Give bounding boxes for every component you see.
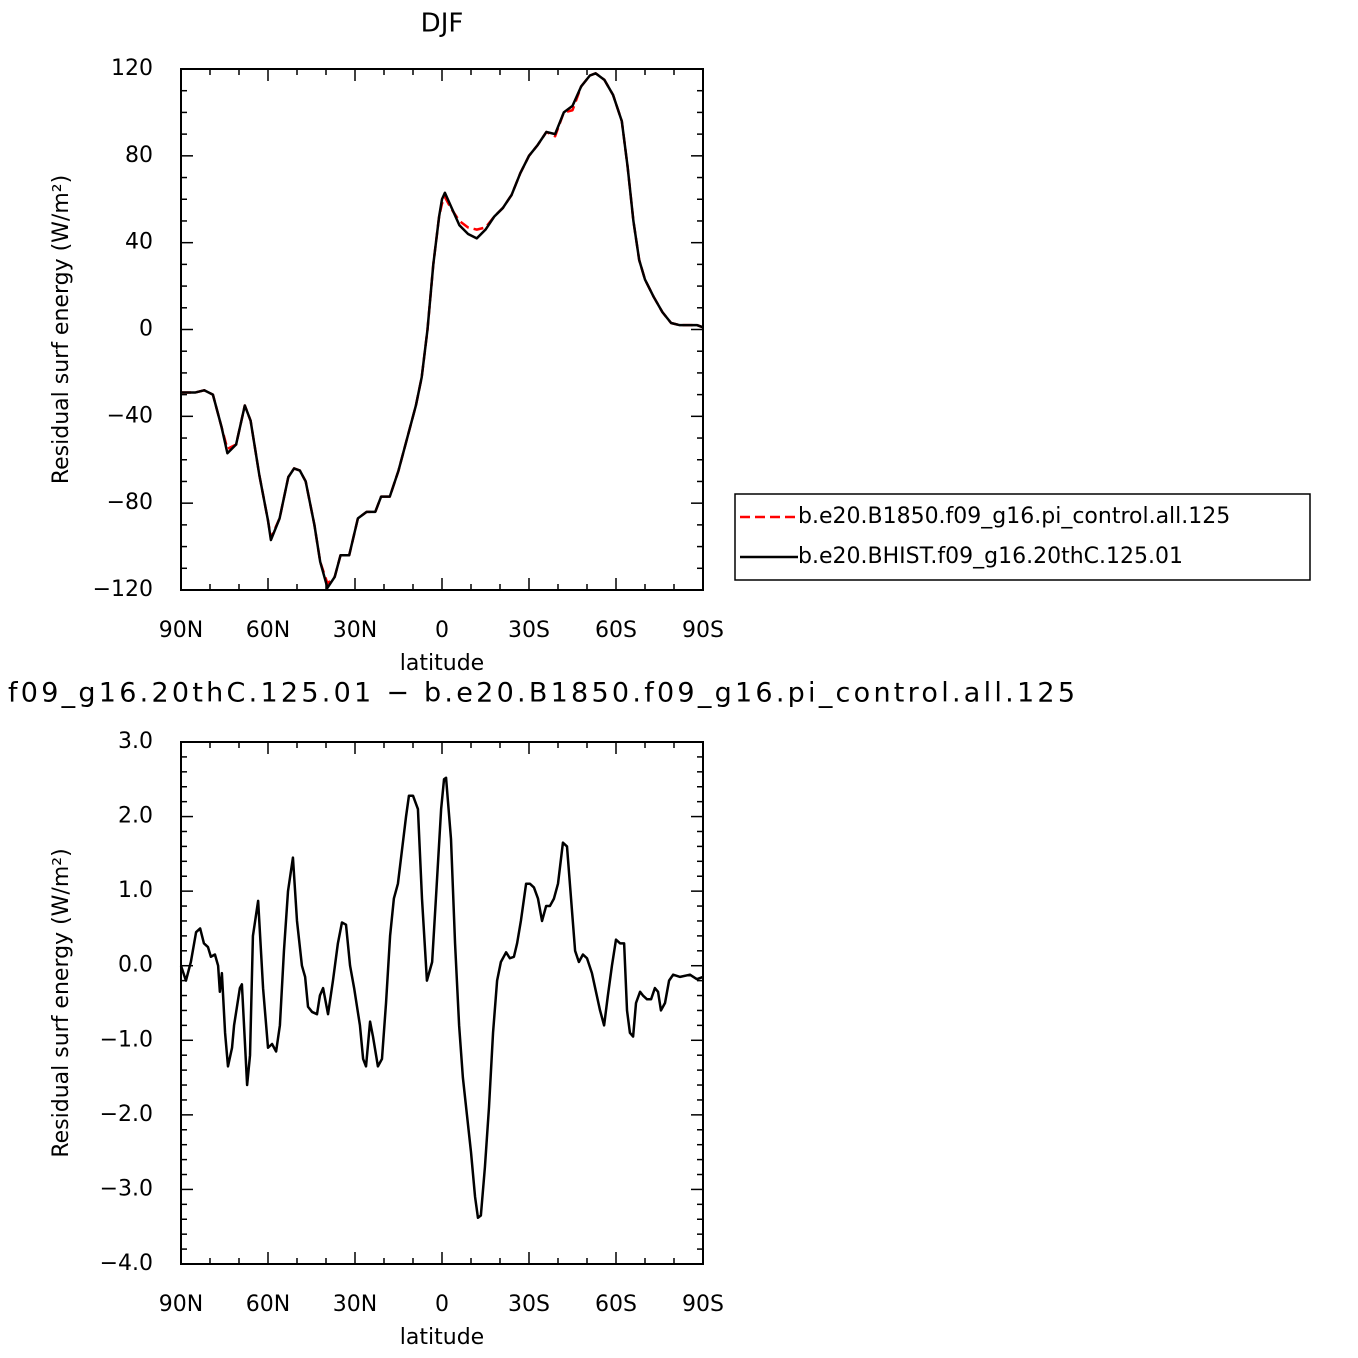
y-tick-label: −4.0 [100, 1251, 153, 1276]
y-tick-label: −80 [107, 490, 153, 515]
x-axis-label: latitude [400, 651, 484, 676]
x-tick-label: 60S [595, 618, 637, 643]
x-tick-label: 30S [508, 618, 550, 643]
y-tick-label: 80 [125, 143, 153, 168]
chart-title: f09_g16.20thC.125.01 − b.e20.B1850.f09_g… [8, 678, 1075, 709]
x-tick-label: 60S [595, 1292, 637, 1317]
y-tick-label: 0.0 [118, 953, 153, 978]
y-tick-label: −1.0 [100, 1027, 153, 1052]
x-tick-label: 30S [508, 1292, 550, 1317]
y-tick-label: −2.0 [100, 1102, 153, 1127]
legend-box [734, 493, 1311, 581]
x-tick-label: 90N [159, 1292, 203, 1317]
x-tick-label: 90N [159, 618, 203, 643]
y-tick-label: 2.0 [118, 804, 153, 829]
y-tick-label: −120 [93, 577, 153, 602]
x-tick-label: 60N [246, 1292, 290, 1317]
y-axis-label: Residual surf energy (W/m²) [49, 175, 74, 484]
y-tick-label: 120 [111, 56, 153, 81]
x-tick-label: 90S [682, 1292, 724, 1317]
chart-title: DJF [421, 9, 464, 39]
plot-frame [180, 741, 704, 1265]
x-axis-label: latitude [400, 1325, 484, 1350]
x-tick-label: 60N [246, 618, 290, 643]
y-tick-label: −40 [107, 403, 153, 428]
data-line [181, 72, 704, 590]
y-tick-label: −3.0 [100, 1176, 153, 1201]
y-tick-label: 40 [125, 230, 153, 255]
legend-label: b.e20.BHIST.f09_g16.20thC.125.01 [798, 544, 1183, 569]
y-tick-label: 0 [139, 317, 153, 342]
x-tick-label: 0 [435, 618, 449, 643]
data-line [179, 776, 704, 1220]
x-tick-label: 0 [435, 1292, 449, 1317]
y-tick-label: 3.0 [118, 729, 153, 754]
y-tick-label: 1.0 [118, 878, 153, 903]
x-tick-label: 30N [333, 1292, 377, 1317]
plot-frame [180, 68, 704, 591]
x-tick-label: 90S [682, 618, 724, 643]
x-tick-label: 30N [333, 618, 377, 643]
legend-label: b.e20.B1850.f09_g16.pi_control.all.125 [798, 504, 1230, 529]
y-axis-label: Residual surf energy (W/m²) [49, 848, 74, 1157]
